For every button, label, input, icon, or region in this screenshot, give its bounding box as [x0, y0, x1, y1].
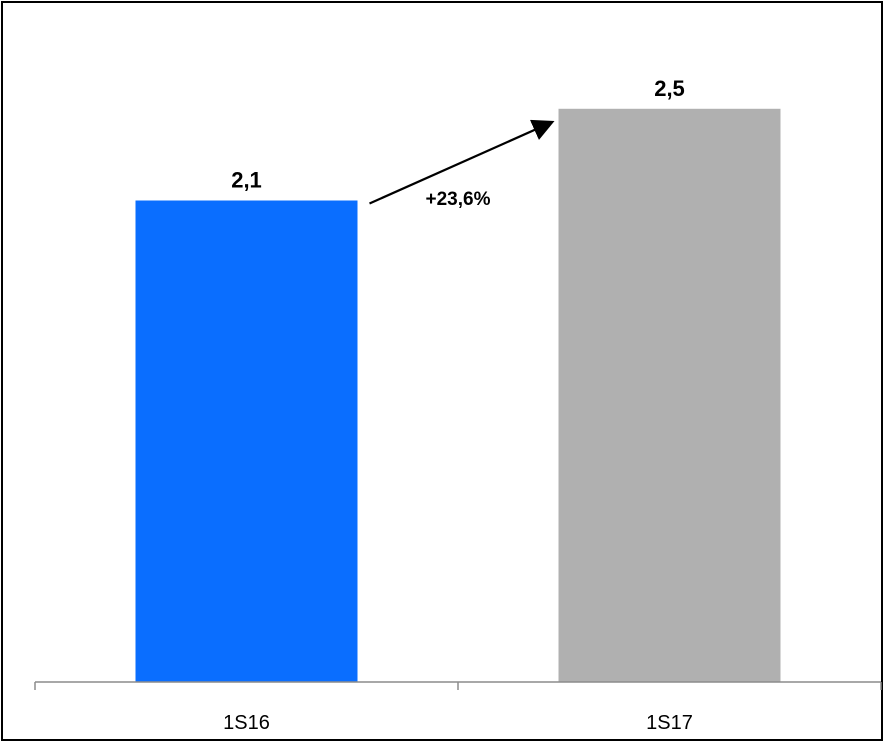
growth-arrow [369, 119, 555, 205]
x-tick-label-1s16: 1S16 [223, 712, 270, 734]
value-label-1s16: 2,1 [231, 168, 262, 193]
x-tick-label-1s17: 1S17 [646, 712, 693, 734]
bar-1s16 [135, 200, 358, 682]
bar-1s17 [558, 108, 781, 683]
value-label-1s17: 2,5 [654, 76, 685, 101]
growth-annotation-label: +23,6% [426, 189, 491, 210]
